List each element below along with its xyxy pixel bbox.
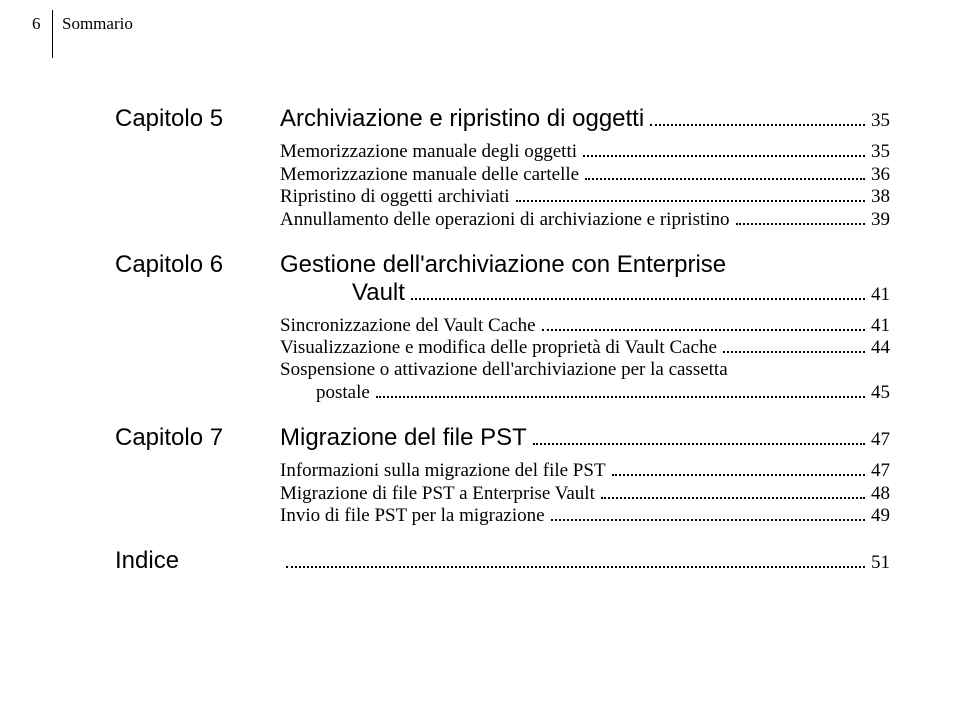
entry-page: 45 [871, 382, 890, 404]
entry-page: 35 [871, 141, 890, 163]
entry-page: 36 [871, 164, 890, 186]
entry-text: Annullamento delle operazioni di archivi… [280, 209, 730, 231]
entry-page: 41 [871, 315, 890, 337]
entry-text: Invio di file PST per la migrazione [280, 505, 545, 527]
entry-text: Ripristino di oggetti archiviati [280, 186, 510, 208]
entry-page: 38 [871, 186, 890, 208]
entry-page: 49 [871, 505, 890, 527]
page: 6 Sommario Capitolo 5 Archiviazione e ri… [0, 0, 960, 705]
chapter-label: Capitolo 7 [115, 424, 280, 452]
chapter-row-cont: Vault 41 [115, 279, 890, 307]
toc-entry: Memorizzazione manuale degli oggetti 35 [115, 141, 890, 163]
chapter-title-line2: Vault [352, 279, 405, 307]
chapter-label: Capitolo 5 [115, 105, 280, 133]
chapter-page: 47 [871, 429, 890, 451]
index-label: Indice [115, 547, 280, 575]
index-page: 51 [871, 552, 890, 574]
toc-entry: Ripristino di oggetti archiviati 38 [115, 186, 890, 208]
dot-leader [601, 482, 865, 498]
dot-leader [533, 443, 865, 445]
chapter-page: 41 [871, 284, 890, 306]
toc-entry: Visualizzazione e modifica delle proprie… [115, 337, 890, 359]
entry-text: Memorizzazione manuale delle cartelle [280, 164, 579, 186]
dot-leader [551, 505, 865, 521]
dot-leader [376, 381, 865, 397]
entry-text-line1: Sospensione o attivazione dell'archiviaz… [280, 359, 728, 381]
toc-entry: Annullamento delle operazioni di archivi… [115, 208, 890, 230]
entry-text: Migrazione di file PST a Enterprise Vaul… [280, 483, 595, 505]
dot-leader [516, 186, 865, 202]
toc-entry: Migrazione di file PST a Enterprise Vaul… [115, 482, 890, 504]
dot-leader [411, 298, 865, 300]
chapter-row: Capitolo 6 Gestione dell'archiviazione c… [115, 251, 890, 279]
chapter-title: Migrazione del file PST [280, 424, 527, 452]
entry-text: Sincronizzazione del Vault Cache [280, 315, 536, 337]
toc-entry: Invio di file PST per la migrazione 49 [115, 505, 890, 527]
chapter-row: Capitolo 7 Migrazione del file PST 47 [115, 424, 890, 452]
dot-leader [583, 141, 865, 157]
chapter-title-line1: Gestione dell'archiviazione con Enterpri… [280, 251, 726, 279]
chapter-row: Capitolo 5 Archiviazione e ripristino di… [115, 105, 890, 133]
toc-entry-cont: postale 45 [115, 381, 890, 403]
dot-leader [585, 163, 865, 179]
chapter-title: Archiviazione e ripristino di oggetti [280, 105, 644, 133]
index-row: Indice 51 [115, 547, 890, 575]
section-title: Sommario [62, 14, 133, 34]
entry-page: 48 [871, 483, 890, 505]
entry-page: 39 [871, 209, 890, 231]
toc-entry: Informazioni sulla migrazione del file P… [115, 460, 890, 482]
dot-leader [286, 566, 865, 568]
entry-page: 44 [871, 337, 890, 359]
toc-content: Capitolo 5 Archiviazione e ripristino di… [115, 105, 890, 575]
entry-page: 47 [871, 460, 890, 482]
toc-entry: Memorizzazione manuale delle cartelle 36 [115, 163, 890, 185]
dot-leader [612, 460, 865, 476]
dot-leader [542, 315, 865, 331]
page-number: 6 [32, 14, 41, 34]
dot-leader [736, 208, 865, 224]
chapter-label: Capitolo 6 [115, 251, 280, 279]
toc-entry: Sincronizzazione del Vault Cache 41 [115, 315, 890, 337]
entry-text: Visualizzazione e modifica delle proprie… [280, 337, 717, 359]
entry-text: Memorizzazione manuale degli oggetti [280, 141, 577, 163]
toc-entry: Sospensione o attivazione dell'archiviaz… [115, 359, 890, 381]
dot-leader [723, 337, 865, 353]
entry-text-line2: postale [280, 382, 370, 404]
header-divider [52, 10, 53, 58]
entry-text: Informazioni sulla migrazione del file P… [280, 460, 606, 482]
chapter-page: 35 [871, 110, 890, 132]
dot-leader [650, 124, 865, 126]
